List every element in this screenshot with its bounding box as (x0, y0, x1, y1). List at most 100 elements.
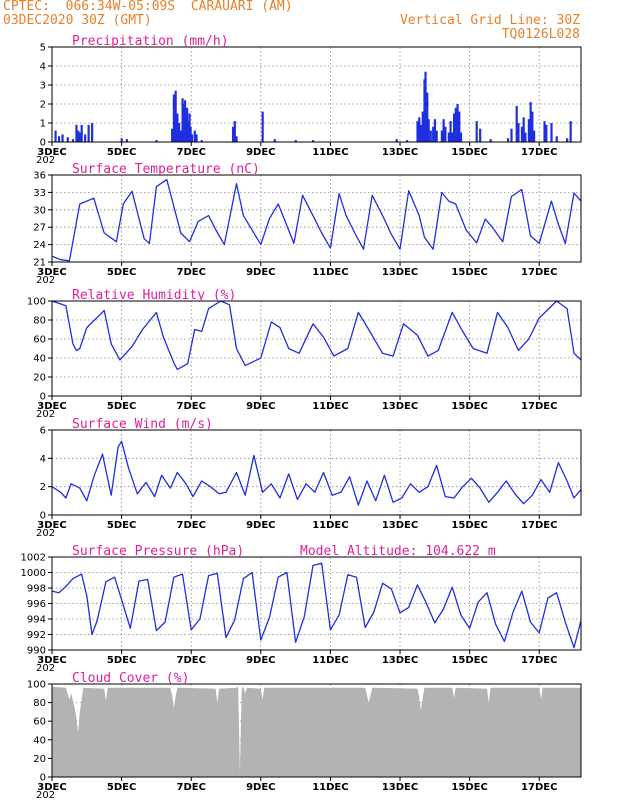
precipitation-bar (433, 119, 437, 142)
precipitation-bar (87, 124, 90, 142)
wind-xtick-label: 11DEC (312, 520, 348, 531)
pressure-ytick-label: 1002 (21, 553, 46, 564)
precipitation-bar (57, 136, 61, 142)
precipitation-ytick-label: 4 (40, 62, 46, 73)
temperature-title: Surface Temperature (nC) (72, 162, 260, 177)
precipitation-bar (543, 121, 546, 142)
precipitation-bar (440, 130, 443, 142)
wind-xtick-label: 13DEC (382, 520, 418, 531)
cloud-cover-xtick-label: 13DEC (382, 782, 418, 793)
humidity-xtick-label: 17DEC (521, 401, 557, 412)
precipitation-xtick-label: 15DEC (451, 147, 487, 158)
precipitation-bar (235, 136, 238, 142)
temperature-ytick-label: 33 (33, 188, 46, 199)
precipitation-bar (515, 105, 518, 142)
humidity-ytick-label: 60 (33, 335, 46, 346)
precipitation-bar (174, 90, 177, 142)
wind-series-line (51, 440, 582, 506)
cloud-cover-xtick-label: 17DEC (521, 782, 557, 793)
pressure-xtick-label: 3DEC (37, 655, 66, 666)
precipitation-bar (395, 139, 398, 142)
temperature-xtick-label: 3DEC (37, 267, 66, 278)
pressure-ytick-label: 990 (27, 646, 46, 657)
precipitation-bar (520, 126, 524, 142)
humidity-ytick-label: 100 (27, 297, 46, 308)
pressure-xtick-label: 13DEC (382, 655, 418, 666)
precipitation-bar (71, 139, 75, 142)
cloud-cover-xtick-label: 3DEC (37, 782, 66, 793)
precipitation-bar (550, 123, 553, 142)
wind-xtick-label: 15DEC (451, 520, 487, 531)
pressure-ytick-label: 996 (27, 599, 46, 610)
precipitation-bar (233, 121, 236, 142)
wind-ytick-label: 6 (40, 426, 46, 437)
precipitation-year-label: 202 (36, 155, 55, 166)
wind-year-label: 202 (36, 528, 55, 539)
precipitation-bar (524, 132, 527, 142)
cloud-cover-year-label: 202 (36, 790, 55, 800)
temperature-xtick-label: 7DEC (176, 267, 205, 278)
precipitation-bar (531, 111, 534, 142)
precipitation-ytick-label: 1 (40, 119, 46, 130)
precipitation-xtick-label: 11DEC (312, 147, 348, 158)
precipitation-bar (75, 124, 78, 142)
precipitation-bar (78, 132, 82, 142)
precipitation-bar (273, 139, 276, 142)
precipitation-bar (458, 111, 461, 142)
precipitation-bar (418, 117, 421, 142)
precipitation-bar (193, 130, 196, 142)
precipitation-bar (178, 123, 181, 142)
humidity-ytick-label: 40 (33, 354, 46, 365)
precipitation-bar (479, 128, 482, 142)
precipitation-bar (171, 128, 174, 142)
precipitation-bar (312, 140, 315, 142)
precipitation-bar (120, 138, 123, 142)
temperature-xtick-label: 15DEC (451, 267, 487, 278)
precipitation-xtick-label: 3DEC (37, 147, 66, 158)
wind-ytick-label: 2 (40, 482, 46, 493)
pressure-ytick-label: 998 (27, 584, 46, 595)
precipitation-bar (61, 134, 64, 142)
pressure-xtick-label: 11DEC (312, 655, 348, 666)
precipitation-bar (529, 102, 532, 142)
precipitation-xtick-label: 13DEC (382, 147, 418, 158)
precipitation-bar (294, 140, 297, 142)
pressure-xtick-label: 17DEC (521, 655, 557, 666)
precipitation-bar (77, 130, 80, 142)
humidity-ytick-label: 0 (40, 392, 46, 403)
precipitation-bar (195, 134, 198, 142)
precipitation-bar (429, 130, 432, 142)
header-station: CPTEC: 066:34W-05:09S CARAUARI (AM) (3, 0, 293, 14)
precipitation-xtick-label: 7DEC (176, 147, 205, 158)
precipitation-bar (172, 94, 176, 142)
precipitation-bar (517, 123, 520, 142)
precipitation-bar (454, 107, 457, 142)
cloud-cover-frame (51, 683, 582, 778)
precipitation-bar (200, 140, 203, 142)
precipitation-bar (189, 126, 192, 142)
precipitation-bar (125, 139, 129, 142)
precipitation-bar (533, 130, 536, 142)
wind-xtick-label: 5DEC (107, 520, 136, 531)
temperature-xtick-label: 17DEC (521, 267, 557, 278)
precipitation-ytick-label: 0 (40, 138, 46, 149)
precipitation-bar (91, 123, 94, 142)
pressure-panel: 990 992 994 996 998 1000 1002 3DEC 5DEC 7DEC 9DEC 1… (21, 544, 582, 674)
wind-xtick-label: 3DEC (37, 520, 66, 531)
temperature-year-label: 202 (36, 275, 55, 286)
precipitation-bar (566, 138, 569, 142)
temperature-ytick-label: 24 (33, 240, 46, 251)
cloud-cover-area (52, 686, 581, 777)
precipitation-bar (522, 117, 525, 142)
humidity-frame (51, 300, 582, 397)
cloud-cover-xtick-label: 11DEC (312, 782, 348, 793)
precipitation-bar (489, 139, 492, 142)
cloud-cover-ytick-label: 60 (33, 717, 46, 728)
precipitation-title: Precipitation (mm/h) (72, 34, 229, 49)
pressure-ytick-label: 994 (27, 615, 46, 626)
precipitation-bar (182, 104, 185, 142)
cloud-cover-xtick-label: 5DEC (107, 782, 136, 793)
precipitation-bar (54, 130, 57, 142)
